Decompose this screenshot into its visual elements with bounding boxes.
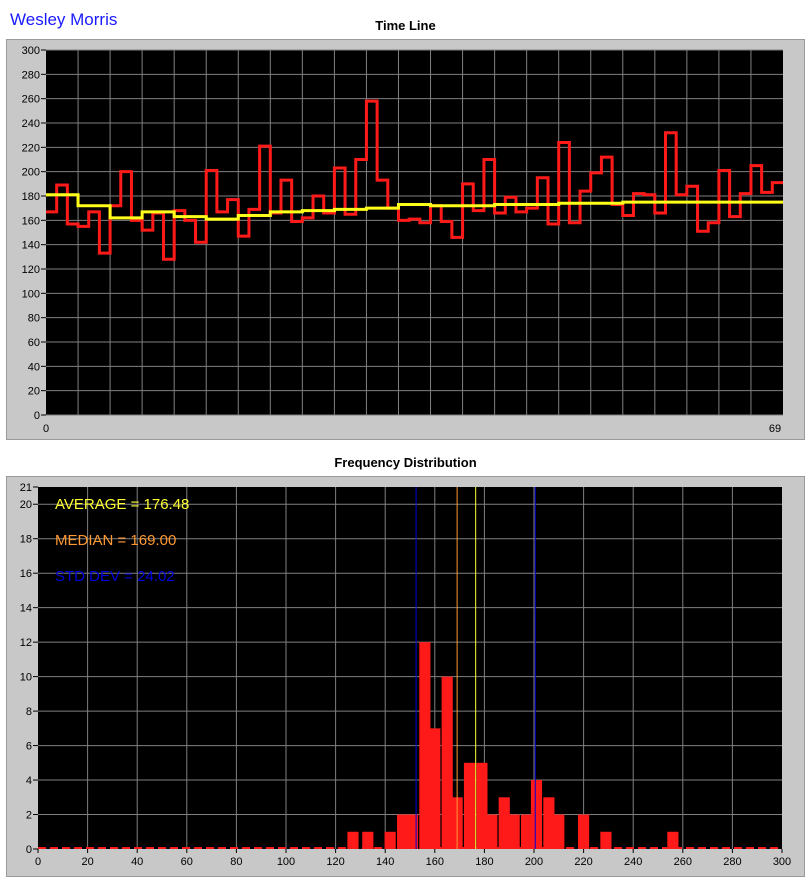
- x-tick-label: 0: [43, 423, 49, 435]
- y-tick-label: 2: [26, 810, 32, 822]
- x-tick-label: 300: [773, 856, 791, 868]
- y-tick-label: 160: [22, 215, 40, 227]
- x-tick-label: 100: [277, 856, 295, 868]
- x-tick-label: 20: [81, 856, 93, 868]
- y-tick-label: 18: [20, 534, 32, 546]
- histogram-bar: [543, 797, 555, 849]
- y-tick-label: 0: [26, 844, 32, 856]
- y-tick-label: 20: [28, 386, 40, 398]
- x-tick-label: 260: [674, 856, 692, 868]
- histogram-bar: [498, 797, 510, 849]
- y-tick-label: 260: [22, 94, 40, 106]
- x-tick-label: 180: [475, 856, 493, 868]
- x-tick-label: 160: [426, 856, 444, 868]
- y-tick-label: 120: [22, 264, 40, 276]
- y-tick-label: 0: [34, 410, 40, 422]
- x-tick-label: 140: [376, 856, 394, 868]
- x-tick-label: 200: [525, 856, 543, 868]
- histogram-bar: [384, 831, 396, 849]
- x-tick-label: 40: [131, 856, 143, 868]
- histogram-bar: [667, 831, 679, 849]
- y-tick-label: 80: [28, 313, 40, 325]
- average-series-line: [46, 193, 783, 221]
- std-dev-label: STD DEV = 24.02: [55, 568, 175, 585]
- timeline-chart-title: Time Line: [375, 18, 436, 33]
- x-tick-label: 80: [230, 856, 242, 868]
- x-tick-label: 69: [769, 423, 781, 435]
- x-tick-label: 120: [326, 856, 344, 868]
- y-tick-label: 220: [22, 142, 40, 154]
- histogram-bar: [486, 814, 498, 849]
- x-tick-label: 240: [624, 856, 642, 868]
- histogram-bar: [530, 780, 543, 849]
- plot-area: [38, 487, 782, 849]
- histogram-bar: [578, 814, 590, 849]
- y-tick-label: 4: [26, 775, 32, 787]
- freq-chart-title: Frequency Distribution: [334, 455, 477, 470]
- y-tick-label: 140: [22, 240, 40, 252]
- y-tick-label: 60: [28, 337, 40, 349]
- y-tick-label: 300: [22, 45, 40, 57]
- plot-area: [46, 50, 783, 415]
- y-tick-label: 12: [20, 637, 32, 649]
- histogram-bar: [396, 814, 409, 849]
- histogram-bar: [476, 762, 488, 849]
- x-tick-label: 60: [181, 856, 193, 868]
- y-tick-label: 20: [20, 499, 32, 511]
- freq-chart-panel: 0 20 40 60 80 100 120 140 160 180 200 220 240 260 280 3…: [6, 476, 805, 877]
- histogram-bar: [441, 676, 453, 849]
- y-tick-label: 100: [22, 288, 40, 300]
- timeline-chart-panel: 0 20 40 60 80 100 120 140 160 180 200 220 240 260 280 3…: [6, 39, 805, 440]
- average-label: AVERAGE = 176.48: [55, 496, 189, 513]
- timeline-chart: 0 20 40 60 80 100 120 140 160 180 200 220 240 260 280 3…: [22, 45, 783, 435]
- user-name: Wesley Morris: [10, 10, 118, 29]
- y-tick-label: 40: [28, 361, 40, 373]
- y-tick-label: 240: [22, 118, 40, 130]
- x-tick-label: 0: [35, 856, 41, 868]
- y-tick-label: 280: [22, 69, 40, 81]
- median-label: MEDIAN = 169.00: [55, 532, 176, 549]
- frequency-distribution-chart: 0 20 40 60 80 100 120 140 160 180 200 220 240 260 280 3…: [20, 482, 791, 868]
- raw-series-line: [46, 99, 783, 261]
- histogram-bar: [600, 831, 612, 849]
- y-tick-label: 8: [26, 706, 32, 718]
- histogram-bar: [419, 642, 431, 849]
- histogram-bar: [347, 831, 359, 849]
- x-tick-label: 220: [574, 856, 592, 868]
- histogram-bar: [520, 814, 533, 849]
- histogram-bar: [362, 831, 374, 849]
- histogram-bar: [553, 814, 565, 849]
- y-tick-label: 16: [20, 568, 32, 580]
- x-tick-label: 280: [723, 856, 741, 868]
- y-tick-label: 10: [20, 672, 32, 684]
- y-tick-label: 6: [26, 741, 32, 753]
- histogram-bar: [508, 814, 520, 849]
- histogram-bar: [463, 762, 476, 849]
- y-tick-label: 200: [22, 167, 40, 179]
- y-tick-label: 14: [20, 603, 32, 615]
- y-tick-label: 180: [22, 191, 40, 203]
- histogram-bar: [406, 814, 419, 849]
- histogram-bar: [429, 728, 441, 849]
- y-tick-label: 21: [20, 482, 32, 494]
